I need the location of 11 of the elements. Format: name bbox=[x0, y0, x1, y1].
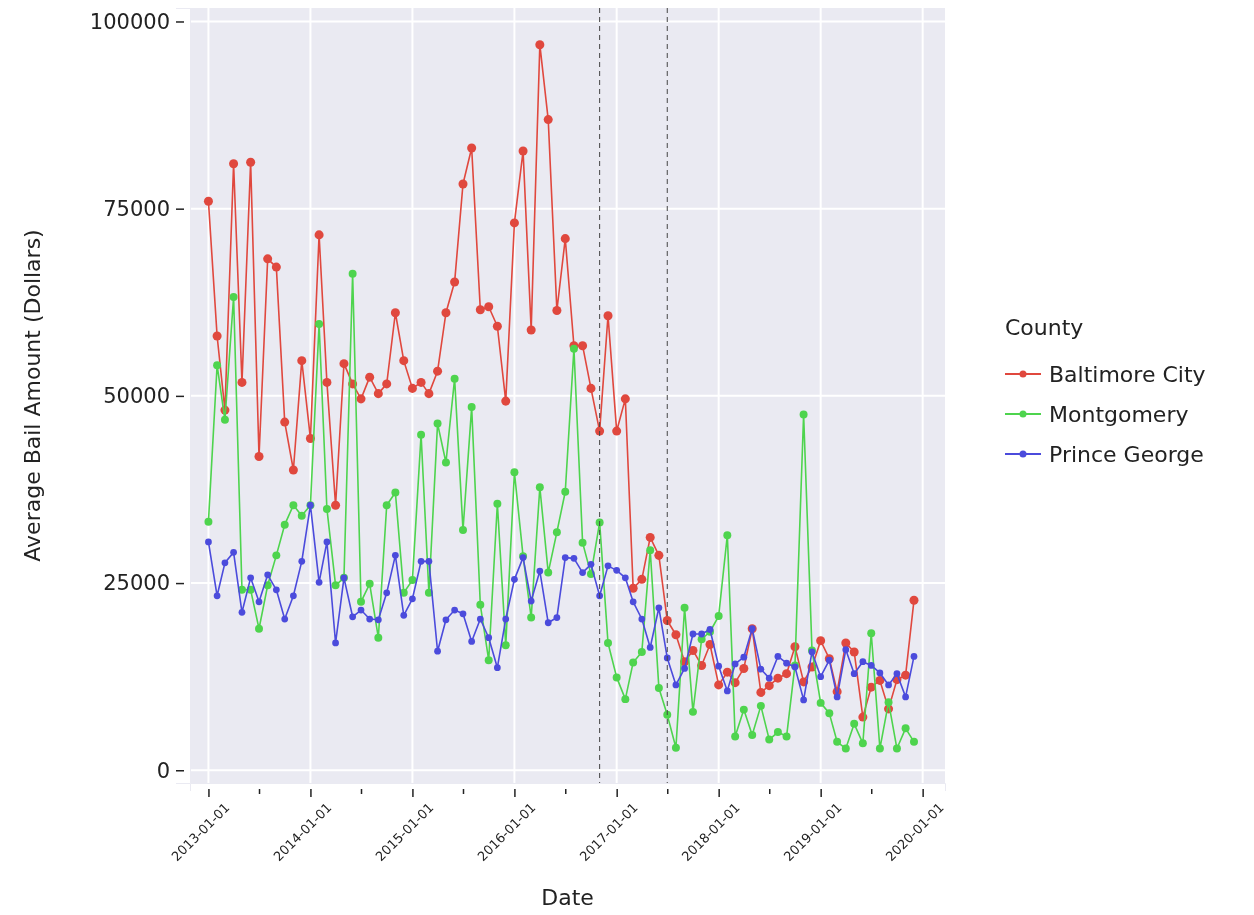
legend-title: County bbox=[1005, 315, 1084, 340]
y-tick-label: 25000 bbox=[103, 571, 170, 596]
y-axis-title: Average Bail Amount (Dollars) bbox=[20, 229, 45, 562]
x-axis-title: Date bbox=[541, 885, 594, 910]
y-tick-label: 100000 bbox=[89, 9, 170, 34]
legend-label: Montgomery bbox=[1049, 402, 1189, 427]
y-tick-label: 0 bbox=[156, 758, 170, 783]
legend-label: Prince George bbox=[1049, 442, 1204, 467]
y-tick-label: 50000 bbox=[103, 384, 170, 409]
y-tick-label: 75000 bbox=[103, 196, 170, 221]
legend-label: Baltimore City bbox=[1049, 362, 1206, 387]
